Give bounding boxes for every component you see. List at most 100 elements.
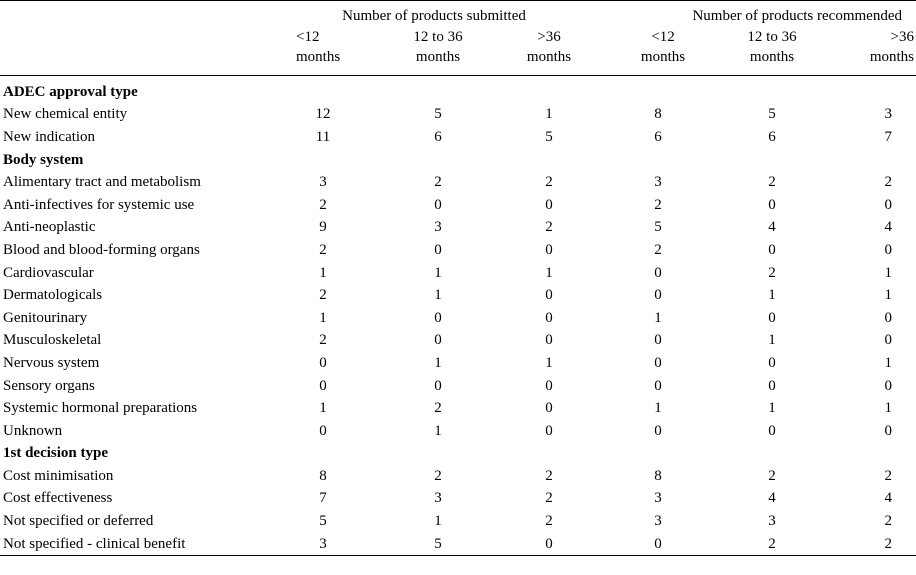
cell-value: 1 bbox=[768, 400, 776, 417]
table-row: Not specified or deferred 5 1 2 3 3 2 bbox=[0, 510, 916, 533]
subcolumn-line-1: 12 to 36 bbox=[413, 29, 463, 45]
header-group-row: Number of products submitted Number of p… bbox=[0, 0, 916, 28]
header-subcolumn: <12 months bbox=[606, 27, 710, 76]
table-row: Alimentary tract and metabolism 3 2 2 3 2 2 bbox=[0, 171, 916, 194]
row-label: Cost effectiveness bbox=[3, 490, 113, 507]
cell-value: 4 bbox=[768, 219, 776, 236]
cell-value: 2 bbox=[545, 490, 553, 507]
cell-value: 1 bbox=[434, 513, 442, 530]
header-subcolumn-row: <12 months 12 to 36 months >36 months <12 mo… bbox=[0, 27, 916, 76]
cell-value: 1 bbox=[319, 400, 327, 417]
row-label: Unknown bbox=[3, 422, 63, 439]
data-table: Number of products submitted Number of p… bbox=[0, 0, 916, 556]
subcolumn-line-1: >36 bbox=[537, 29, 561, 45]
row-label: Anti-infectives for systemic use bbox=[3, 196, 195, 213]
cell-value: 0 bbox=[654, 264, 662, 281]
cell-value: 0 bbox=[884, 377, 893, 394]
cell-value: 2 bbox=[768, 264, 776, 281]
cell-value: 5 bbox=[434, 106, 442, 123]
row-label: Dermatologicals bbox=[3, 287, 103, 304]
cell-value: 8 bbox=[319, 467, 327, 484]
row-label: Musculoskeletal bbox=[3, 332, 102, 349]
table-row: Systemic hormonal preparations 1 2 0 1 1 1 bbox=[0, 397, 916, 420]
row-label: Cardiovascular bbox=[3, 264, 94, 281]
table-body: ADEC approval type New chemical entity 12 5… bbox=[0, 76, 916, 556]
cell-value: 1 bbox=[545, 106, 553, 123]
cell-value: 0 bbox=[768, 196, 776, 213]
cell-value: 1 bbox=[434, 422, 442, 439]
cell-value: 2 bbox=[768, 467, 776, 484]
cell-value: 0 bbox=[654, 287, 662, 304]
cell-value: 3 bbox=[654, 174, 662, 191]
table-row: Not specified - clinical benefit 3 5 0 0 2 2 bbox=[0, 533, 916, 556]
subcolumn-line-1: 12 to 36 bbox=[747, 29, 797, 45]
cell-value: 1 bbox=[884, 287, 893, 304]
cell-value: 0 bbox=[768, 377, 776, 394]
cell-value: 0 bbox=[768, 241, 776, 258]
table-row: Cardiovascular 1 1 1 0 2 1 bbox=[0, 262, 916, 285]
cell-value: 0 bbox=[545, 241, 553, 258]
cell-value: 1 bbox=[768, 332, 776, 349]
cell-value: 7 bbox=[884, 128, 893, 145]
cell-value: 0 bbox=[545, 309, 553, 326]
cell-value: 0 bbox=[768, 422, 776, 439]
table-row: Musculoskeletal 2 0 0 0 1 0 bbox=[0, 330, 916, 353]
cell-value: 1 bbox=[545, 354, 553, 371]
cell-value: 1 bbox=[319, 264, 327, 281]
header-subcolumn: <12 months bbox=[262, 27, 384, 76]
cell-value: 0 bbox=[319, 422, 327, 439]
cell-value: 2 bbox=[434, 174, 442, 191]
cell-value: 2 bbox=[319, 287, 327, 304]
cell-value: 0 bbox=[319, 354, 327, 371]
cell-value: 3 bbox=[319, 535, 327, 552]
section-header-row: Body system bbox=[0, 149, 916, 172]
subcolumn-line-1: >36 bbox=[890, 29, 914, 45]
section-title: 1st decision type bbox=[3, 445, 108, 462]
cell-value: 0 bbox=[768, 354, 776, 371]
cell-value: 8 bbox=[654, 106, 662, 123]
cell-value: 2 bbox=[884, 513, 893, 530]
table-row: New chemical entity 12 5 1 8 5 3 bbox=[0, 104, 916, 127]
table-row: Unknown 0 1 0 0 0 0 bbox=[0, 420, 916, 443]
cell-value: 0 bbox=[884, 196, 893, 213]
cell-value: 1 bbox=[884, 354, 893, 371]
cell-value: 5 bbox=[319, 513, 327, 530]
row-label: New indication bbox=[3, 128, 96, 145]
cell-value: 2 bbox=[545, 174, 553, 191]
cell-value: 4 bbox=[884, 490, 893, 507]
cell-value: 1 bbox=[654, 309, 662, 326]
table-row: New indication 11 6 5 6 6 7 bbox=[0, 126, 916, 149]
cell-value: 0 bbox=[654, 422, 662, 439]
cell-value: 6 bbox=[654, 128, 662, 145]
cell-value: 0 bbox=[768, 309, 776, 326]
cell-value: 3 bbox=[434, 490, 442, 507]
cell-value: 1 bbox=[884, 400, 893, 417]
section-title: Body system bbox=[3, 151, 84, 168]
subcolumn-line-1: <12 bbox=[651, 29, 675, 45]
cell-value: 4 bbox=[884, 219, 893, 236]
header-subcolumn: 12 to 36 months bbox=[384, 27, 492, 76]
row-label: Not specified or deferred bbox=[3, 513, 154, 530]
cell-value: 1 bbox=[434, 264, 442, 281]
cell-value: 0 bbox=[545, 535, 553, 552]
row-label: New chemical entity bbox=[3, 106, 128, 123]
cell-value: 0 bbox=[545, 287, 553, 304]
row-label: Genitourinary bbox=[3, 309, 88, 326]
cell-value: 2 bbox=[768, 174, 776, 191]
row-label: Not specified - clinical benefit bbox=[3, 535, 186, 552]
table-row: Cost minimisation 8 2 2 8 2 2 bbox=[0, 465, 916, 488]
cell-value: 0 bbox=[545, 400, 553, 417]
cell-value: 2 bbox=[654, 241, 662, 258]
cell-value: 0 bbox=[545, 377, 553, 394]
cell-value: 2 bbox=[545, 513, 553, 530]
cell-value: 0 bbox=[654, 332, 662, 349]
cell-value: 3 bbox=[884, 106, 893, 123]
cell-value: 0 bbox=[434, 377, 442, 394]
subcolumn-line-2: months bbox=[526, 49, 572, 65]
cell-value: 3 bbox=[654, 490, 662, 507]
table-row: Nervous system 0 1 1 0 0 1 bbox=[0, 352, 916, 375]
cell-value: 7 bbox=[319, 490, 327, 507]
cell-value: 0 bbox=[654, 535, 662, 552]
row-label: Anti-neoplastic bbox=[3, 219, 96, 236]
